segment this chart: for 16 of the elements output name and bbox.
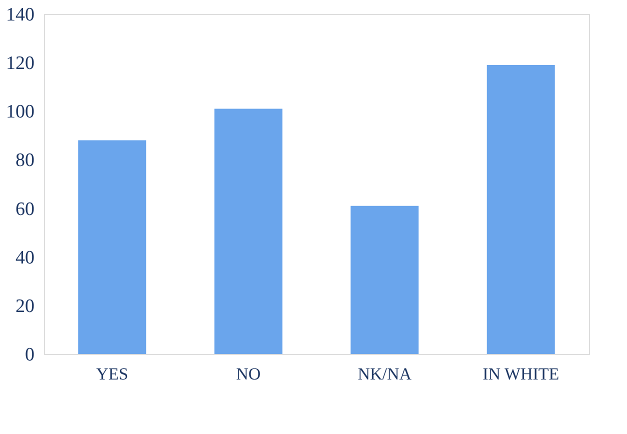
x-tick-label: YES [96, 364, 128, 384]
y-tick-label: 60 [16, 198, 34, 220]
bar [350, 206, 419, 354]
y-tick-label: 100 [6, 102, 34, 123]
y-tick-label: 0 [25, 344, 34, 366]
x-tick-label: NK/NA [358, 364, 412, 384]
y-tick-label: 80 [16, 150, 34, 172]
y-tick-label: 20 [16, 296, 34, 317]
y-tick-label: 120 [6, 53, 34, 74]
y-tick-label: 140 [6, 4, 34, 26]
bar [78, 140, 146, 354]
x-tick-label: NO [236, 364, 261, 384]
bar [486, 65, 555, 354]
bar [214, 108, 282, 354]
y-tick-label: 40 [16, 247, 34, 268]
x-tick-label: IN WHITE [482, 364, 560, 384]
